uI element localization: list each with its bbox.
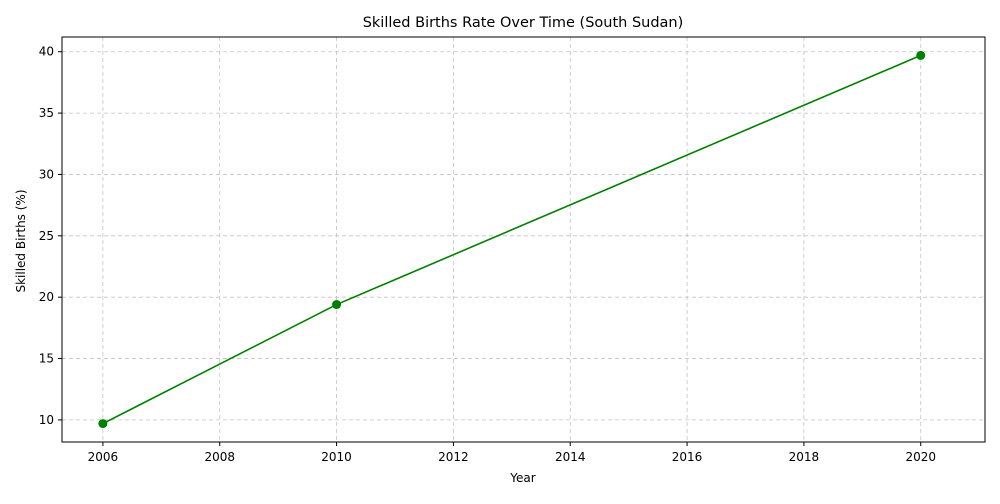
y-axis-label: Skilled Births (%) (14, 189, 28, 292)
data-point (98, 419, 108, 429)
axes: 2006 2008 2010 2012 2014 2016 2018 2020 10 15 20 25… (39, 36, 986, 464)
series-line (102, 54, 922, 425)
y-tick-label: 10 (39, 413, 54, 427)
data-point (332, 300, 342, 310)
x-tick-label: 2006 (88, 450, 119, 464)
x-tick-label: 2008 (204, 450, 235, 464)
x-tick-label: 2018 (789, 450, 820, 464)
data-point (916, 50, 926, 60)
x-axis-label: Year (509, 471, 535, 485)
chart-title: Skilled Births Rate Over Time (South Sud… (363, 15, 684, 31)
x-tick-label: 2016 (672, 450, 703, 464)
y-tick-label: 25 (39, 229, 54, 243)
y-tick-label: 15 (39, 352, 54, 366)
x-tick-label: 2014 (555, 450, 586, 464)
plot-frame (61, 36, 986, 443)
x-tick-label: 2012 (438, 450, 469, 464)
y-tick-label: 20 (39, 290, 54, 304)
y-tick-label: 30 (39, 167, 54, 181)
y-tick-label: 40 (39, 45, 54, 59)
y-tick-label: 35 (39, 106, 54, 120)
x-tick-label: 2020 (905, 450, 936, 464)
x-tick-label: 2010 (321, 450, 352, 464)
series-layer (98, 50, 926, 429)
grid (62, 37, 985, 442)
